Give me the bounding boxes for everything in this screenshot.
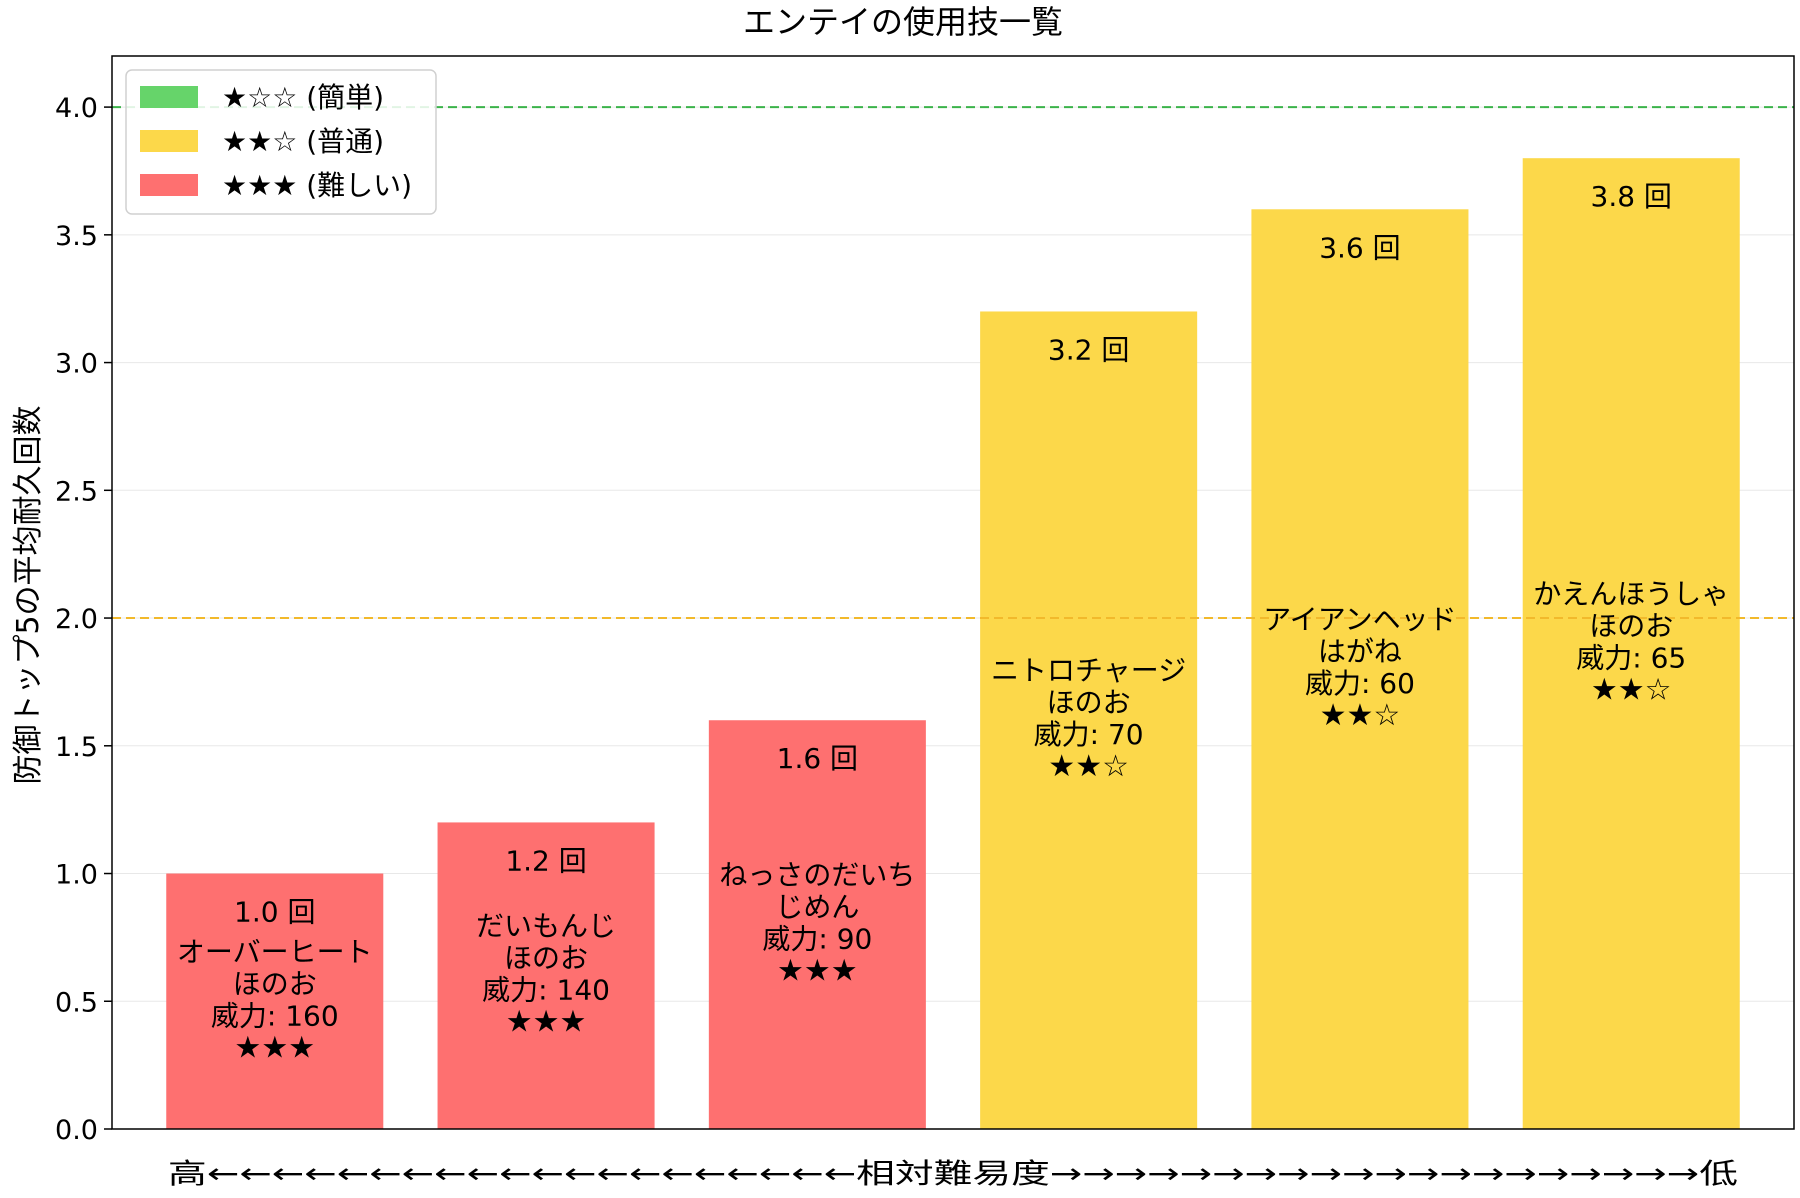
- bar-value-label: 3.8 回: [1591, 180, 1672, 213]
- bar-value-label: 3.2 回: [1048, 333, 1129, 366]
- x-axis-label: 高←←←←←←←←←←←←←←←←←←←←相対難易度→→→→→→→→→→→→→→…: [168, 1157, 1738, 1190]
- bar-value-label: 1.6 回: [777, 742, 858, 775]
- bars: [166, 158, 1740, 1130]
- legend-label: ★★★ (難しい): [222, 169, 412, 202]
- bar-power-label: 威力: 70: [1034, 718, 1144, 751]
- y-tick-label: 2.5: [55, 476, 98, 507]
- legend-label: ★★☆ (普通): [222, 125, 384, 158]
- bar-name2-label: じめん: [775, 891, 859, 924]
- legend-label: ★☆☆ (簡単): [222, 81, 384, 114]
- bar-value-label: 1.0 回: [234, 896, 315, 929]
- bar-stars-label: ★★★: [506, 1005, 587, 1040]
- bar: [980, 311, 1198, 1129]
- legend-swatch: [140, 130, 198, 152]
- bar-value-label: 1.2 回: [505, 844, 586, 877]
- y-tick-label: 0.5: [55, 987, 98, 1018]
- legend-swatch: [140, 174, 198, 196]
- legend-swatch: [140, 86, 198, 108]
- bar-name-label: アイアンヘッド: [1263, 603, 1456, 636]
- bar-name-label: かえんほうしゃ: [1533, 578, 1729, 611]
- bar: [437, 822, 655, 1129]
- bar-power-label: 威力: 60: [1305, 667, 1415, 700]
- y-tick-label: 0.0: [55, 1115, 98, 1146]
- bar-type-label: ほのお: [1589, 610, 1673, 643]
- y-tick-label: 1.0: [55, 860, 98, 891]
- bar-stars-label: ★★★: [777, 954, 858, 989]
- bar: [708, 720, 926, 1129]
- y-tick-label: 2.0: [55, 604, 98, 635]
- y-tick-label: 4.0: [55, 93, 98, 124]
- legend: ★☆☆ (簡単) ★★☆ (普通) ★★★ (難しい): [125, 69, 437, 215]
- bar-name-label: だいもんじ: [476, 910, 616, 943]
- bar: [1251, 209, 1469, 1130]
- plot-frame: [111, 55, 1795, 1130]
- bar-name-label: ニトロチャージ: [991, 654, 1186, 687]
- bar-power-label: 威力: 140: [482, 974, 610, 1007]
- bar-stars-label: ★★★: [234, 1030, 315, 1065]
- y-tick-label: 3.5: [55, 221, 98, 252]
- y-tick-label: 3.0: [55, 349, 98, 380]
- y-tick-label: 1.5: [55, 732, 98, 763]
- bar: [166, 873, 384, 1129]
- chart-title: エンテイの使用技一覧: [743, 3, 1063, 41]
- bar-type-label: ほのお: [504, 942, 588, 975]
- bar-power-label: 威力: 160: [211, 999, 339, 1032]
- bar-name-label: ねっさのだいち: [719, 859, 915, 892]
- bar-type-label: ほのお: [233, 967, 317, 1000]
- y-axis-label: 防御トップ5の平均耐久回数: [11, 405, 46, 784]
- bar-name-label: オーバーヒート: [177, 935, 373, 968]
- axes: 0.0 0.5 1.0 1.5 2.0 2.5 3.0 3.5 4.0: [55, 55, 1795, 1146]
- bar-power-label: 威力: 90: [762, 923, 872, 956]
- bar-power-label: 威力: 65: [1576, 642, 1686, 675]
- bar-type-label: はがね: [1318, 635, 1402, 668]
- bar: [1522, 158, 1740, 1129]
- bar-stars-label: ★★☆: [1048, 749, 1129, 784]
- bar-type-label: ほのお: [1047, 686, 1131, 719]
- bar-stars-label: ★★☆: [1591, 673, 1672, 708]
- legend-box: [125, 69, 437, 215]
- bar-value-label: 3.6 回: [1319, 231, 1400, 264]
- bar-stars-label: ★★☆: [1320, 698, 1401, 733]
